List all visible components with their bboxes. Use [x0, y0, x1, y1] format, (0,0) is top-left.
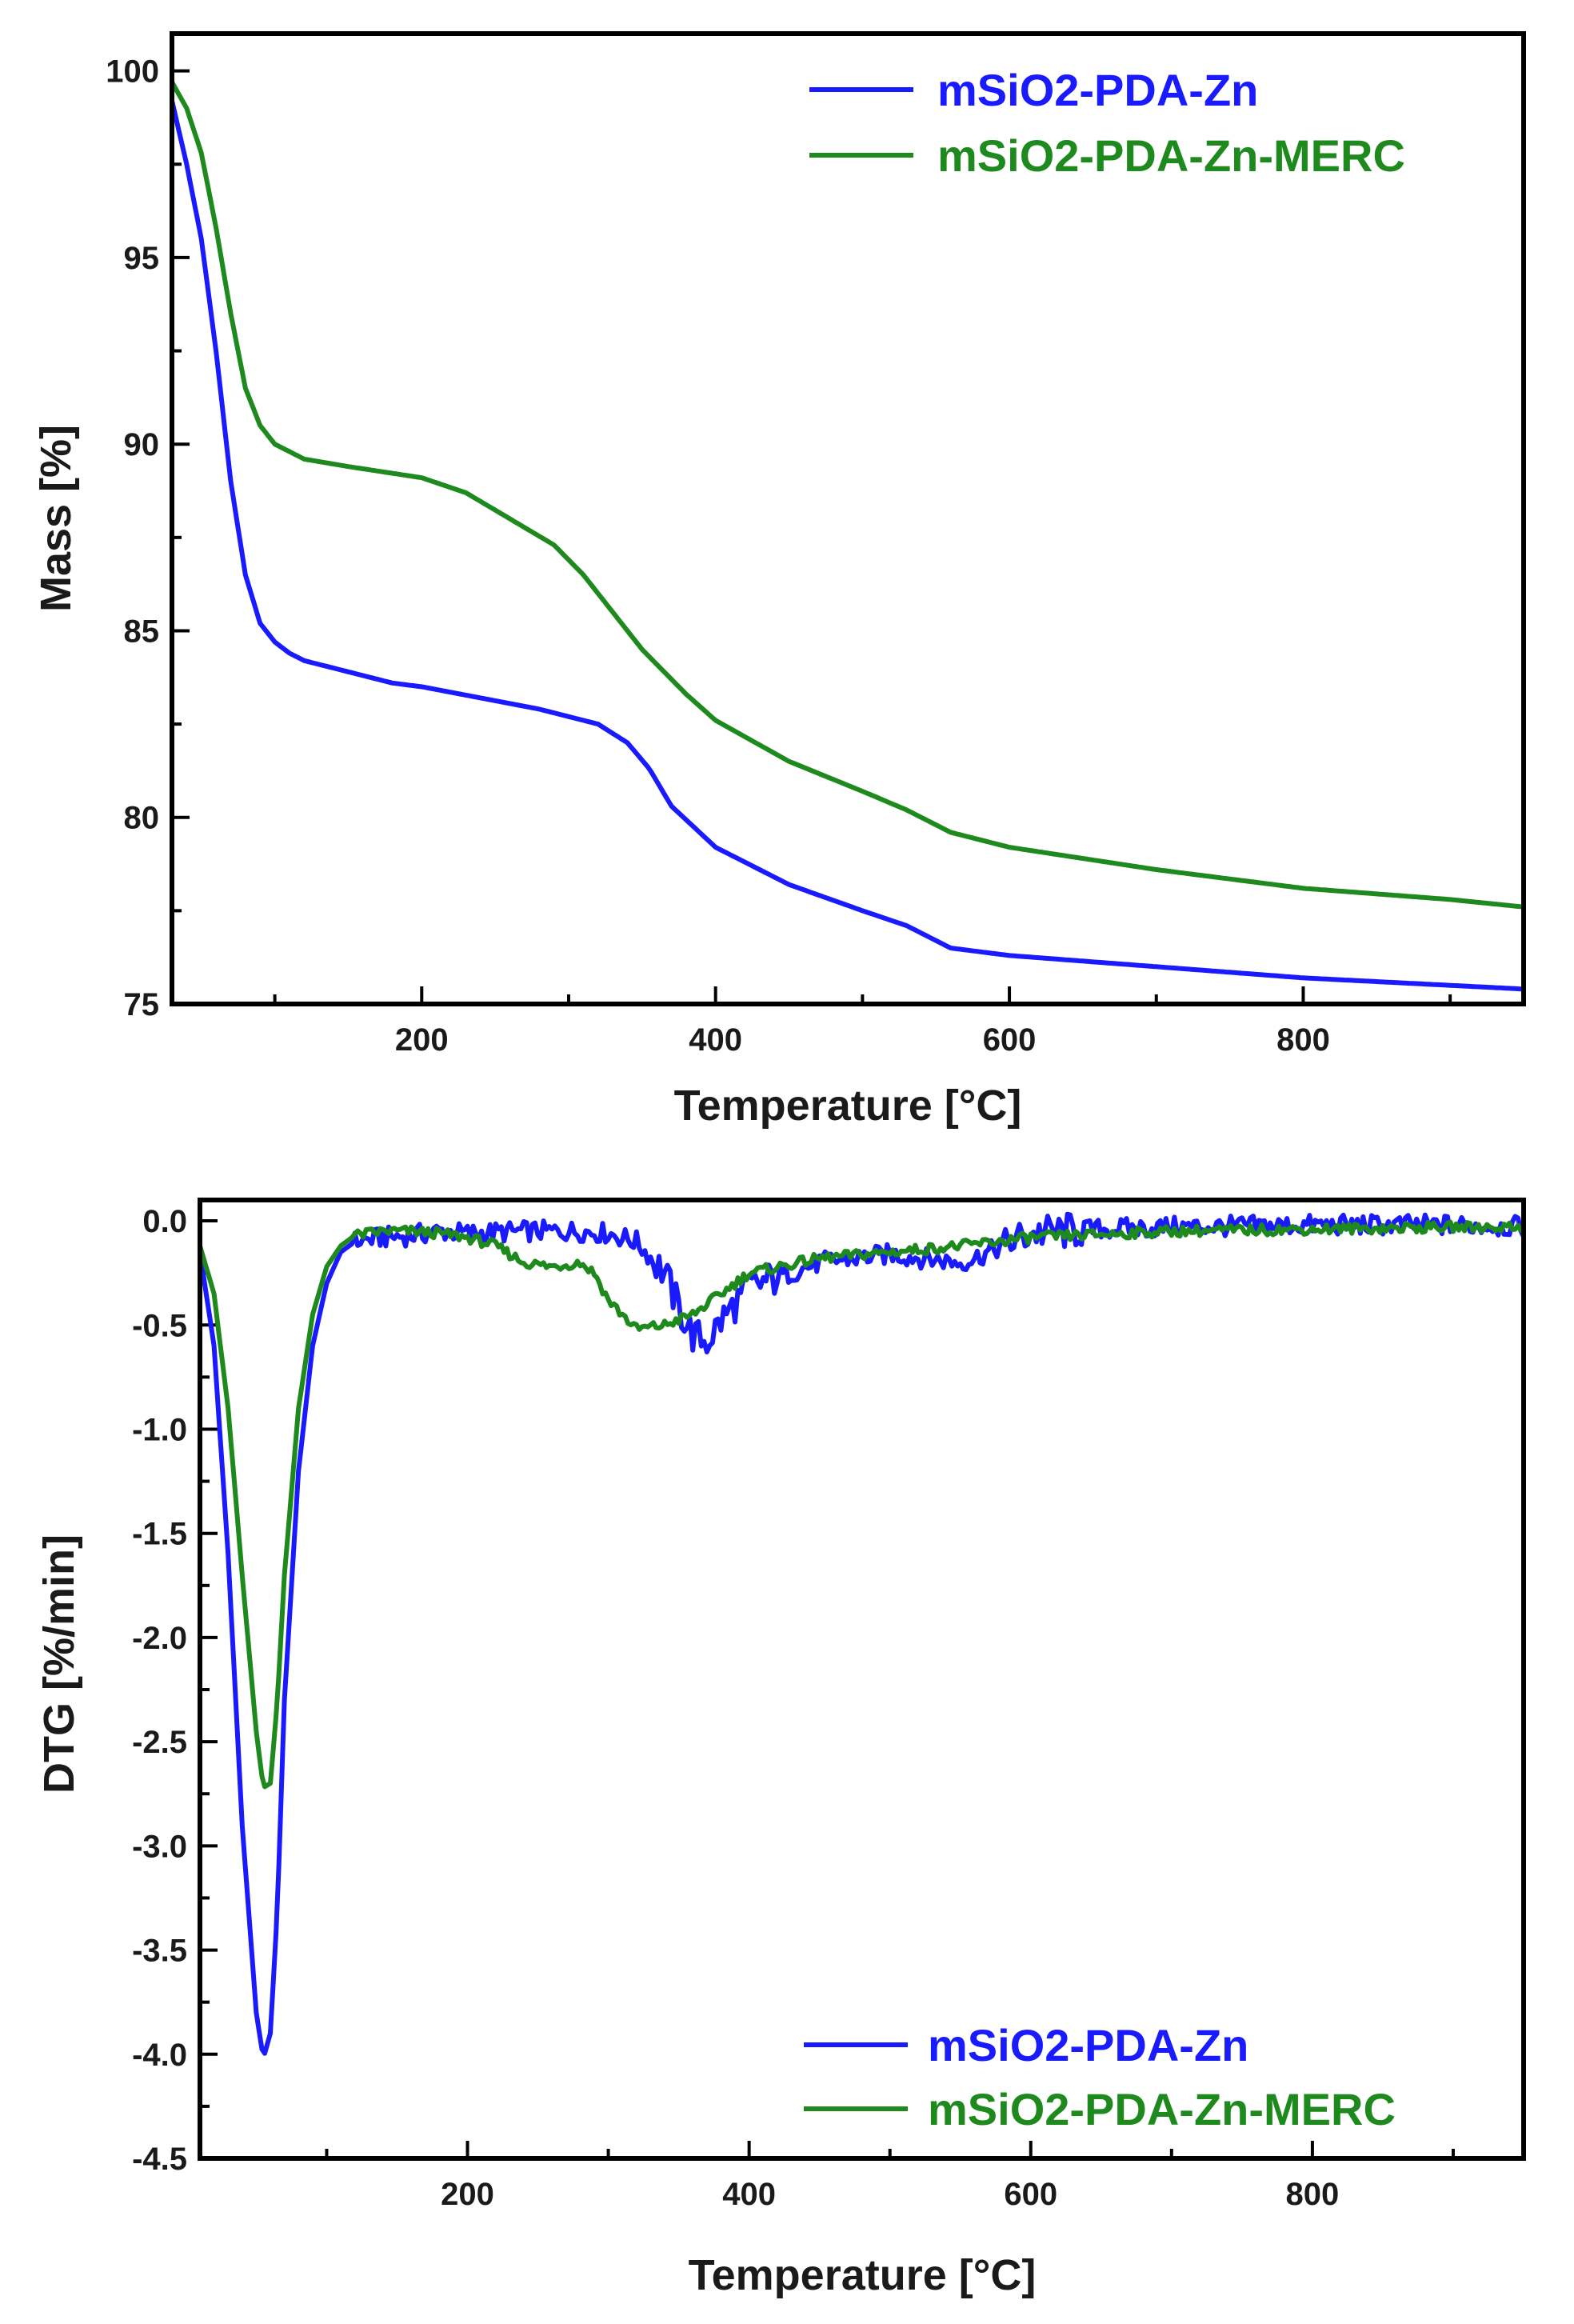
- mass-y-axis-title: Mass [%]: [32, 425, 80, 612]
- dtg-y-tick-label: -4.0: [132, 2038, 187, 2073]
- dtg-y-tick-label: -1.0: [132, 1412, 187, 1447]
- mass-chart: 200 400 600 800 75 80 85 90 95 100 Temperature [°…: [32, 31, 1526, 1130]
- mass-y-tick-label: 85: [124, 614, 160, 649]
- mass-x-tick-label: 200: [395, 1022, 449, 1058]
- dtg-x-tick-label: 200: [441, 2177, 494, 2212]
- dtg-y-tick-label: -3.0: [132, 1829, 187, 1864]
- mass-plot-frame: [170, 31, 1526, 1006]
- mass-x-axis-title: Temperature [°C]: [674, 1082, 1022, 1130]
- dtg-x-tick-label: 400: [722, 2177, 776, 2212]
- dtg-y-tick-label: -4.5: [132, 2142, 187, 2177]
- dtg-y-axis-title: DTG [%/min]: [35, 1534, 83, 1794]
- dtg-y-tick-label: -2.5: [132, 1725, 187, 1760]
- dtg-y-tick-label: -1.5: [132, 1517, 187, 1552]
- mass-y-tick-label: 95: [124, 241, 160, 276]
- mass-y-tick-label: 75: [124, 987, 160, 1022]
- dtg-y-tick-label: -0.5: [132, 1308, 187, 1343]
- mass-x-tick-label: 800: [1276, 1022, 1330, 1058]
- dtg-y-tick-label: 0.0: [142, 1204, 187, 1239]
- dtg-legend: mSiO2-PDA-Zn mSiO2-PDA-Zn-MERC: [804, 2020, 1396, 2134]
- mass-y-tick-label: 90: [124, 427, 160, 462]
- dtg-series-layer: [198, 1211, 1526, 2056]
- dtg-chart: 200 400 600 800 0.0 -0.5 -1.0 -1.5 -2.0 -2.5 -3.0 -…: [35, 1198, 1526, 2299]
- mass-series-layer: [170, 79, 1526, 992]
- dtg-y-tick-label: -2.0: [132, 1621, 187, 1656]
- mass-y-tick-label: 100: [106, 54, 159, 90]
- mass-y-tick-label: 80: [124, 801, 160, 836]
- mass-x-tick-label: 400: [689, 1022, 742, 1058]
- dtg-x-axis-title: Temperature [°C]: [689, 2251, 1037, 2299]
- dtg-series-merc: [198, 1219, 1526, 1790]
- dtg-plot-frame: [198, 1198, 1526, 2161]
- mass-axis-ticks: 200 400 600 800 75 80 85 90 95 100: [106, 54, 1452, 1058]
- dtg-axis-ticks: 200 400 600 800 0.0 -0.5 -1.0 -1.5 -2.0 -2.5 -3.0 -…: [132, 1204, 1455, 2212]
- dtg-legend-label-merc: mSiO2-PDA-Zn-MERC: [928, 2084, 1396, 2134]
- mass-legend-label-merc: mSiO2-PDA-Zn-MERC: [937, 130, 1405, 181]
- dtg-legend-label-zn: mSiO2-PDA-Zn: [928, 2020, 1248, 2070]
- dtg-x-tick-label: 600: [1004, 2177, 1057, 2212]
- mass-legend: mSiO2-PDA-Zn mSiO2-PDA-Zn-MERC: [809, 65, 1405, 181]
- mass-series-merc: [170, 79, 1526, 910]
- mass-series-zn: [170, 98, 1526, 992]
- dtg-y-tick-label: -3.5: [132, 1934, 187, 1969]
- mass-x-tick-label: 600: [983, 1022, 1037, 1058]
- dtg-x-tick-label: 800: [1286, 2177, 1340, 2212]
- mass-legend-label-zn: mSiO2-PDA-Zn: [937, 65, 1258, 115]
